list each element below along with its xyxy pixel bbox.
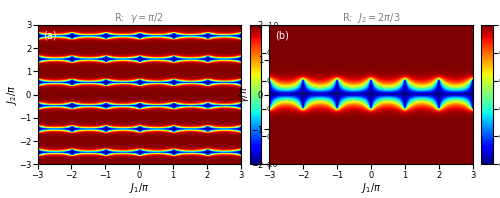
Text: (a): (a) bbox=[44, 30, 57, 40]
Y-axis label: $J_2/\pi$: $J_2/\pi$ bbox=[5, 84, 19, 105]
X-axis label: $J_1/\pi$: $J_1/\pi$ bbox=[129, 181, 150, 195]
Title: R:  $J_2 = 2\pi/3$: R: $J_2 = 2\pi/3$ bbox=[342, 11, 400, 25]
X-axis label: $J_1/\pi$: $J_1/\pi$ bbox=[361, 181, 381, 195]
Y-axis label: $\gamma/\pi$: $\gamma/\pi$ bbox=[237, 86, 251, 103]
Title: R:  $\gamma = \pi/2$: R: $\gamma = \pi/2$ bbox=[114, 11, 164, 25]
Text: (b): (b) bbox=[276, 30, 289, 40]
